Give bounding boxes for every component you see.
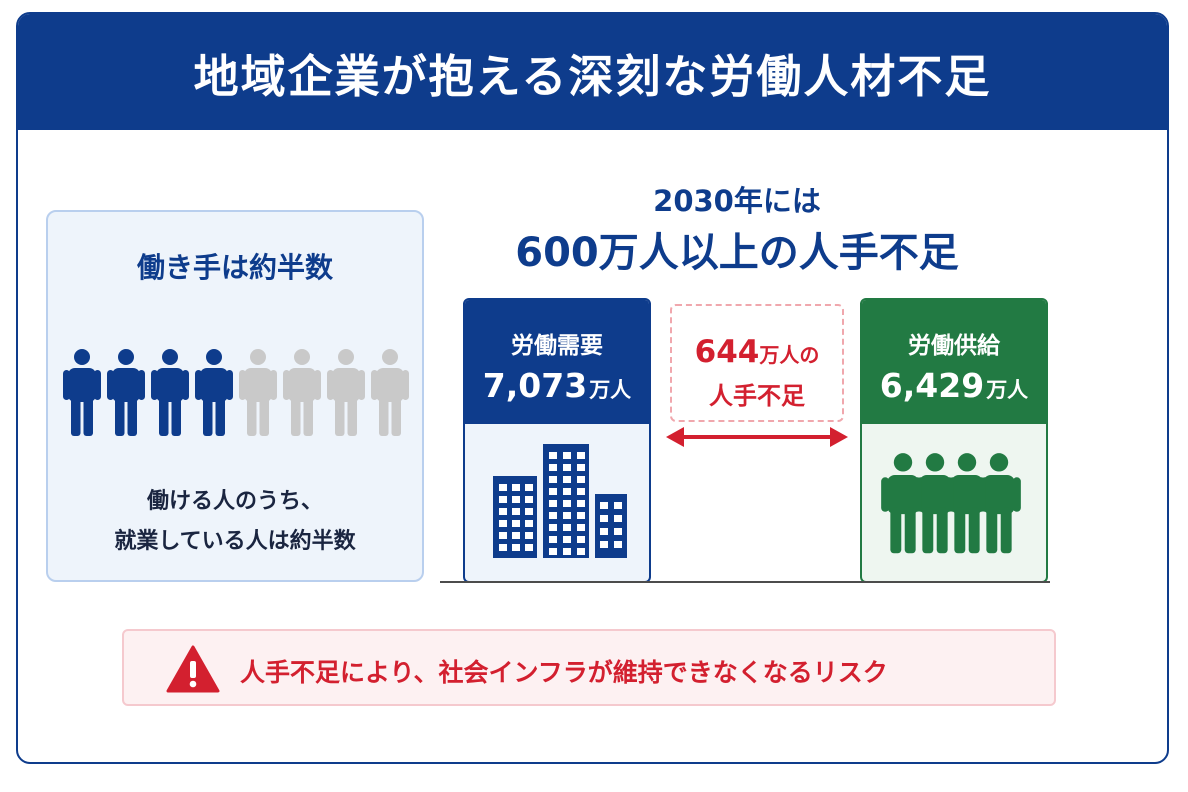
building-icon bbox=[493, 444, 627, 558]
person-not-working-icon bbox=[371, 349, 409, 436]
double-arrow-icon bbox=[666, 427, 848, 447]
forecast-year: 2030年には bbox=[653, 184, 821, 218]
chart-baseline bbox=[440, 581, 1050, 583]
infographic-card: 地域企業が抱える深刻な労働人材不足 働き手は約半数 働ける人のうち、 就業してい… bbox=[16, 12, 1169, 764]
labor-demand-header: 労働需要 7,073万人 bbox=[465, 300, 649, 424]
labor-supply-header: 労働供給 6,429万人 bbox=[862, 300, 1046, 424]
shortage-text: 人手不足 bbox=[709, 382, 805, 410]
person-not-working-icon bbox=[327, 349, 365, 436]
labor-supply-label: 労働供給 bbox=[908, 333, 1000, 359]
forecast-headline: 600万人以上の人手不足 bbox=[515, 230, 959, 276]
labor-supply-value: 6,429万人 bbox=[862, 366, 1046, 405]
labor-demand-label: 労働需要 bbox=[511, 333, 603, 359]
person-working-icon bbox=[195, 349, 233, 436]
labor-demand-unit: 万人 bbox=[589, 378, 632, 402]
shortage-gap-box: 644万人の 人手不足 bbox=[670, 304, 844, 422]
shortage-unit: 万人の bbox=[759, 343, 820, 367]
labor-demand-number: 7,073 bbox=[482, 366, 588, 405]
shortage-number: 644 bbox=[694, 334, 760, 370]
person-not-working-icon bbox=[283, 349, 321, 436]
labor-supply-number: 6,429 bbox=[879, 366, 985, 405]
labor-demand-value: 7,073万人 bbox=[465, 366, 649, 405]
person-not-working-icon bbox=[239, 349, 277, 436]
shortage-value: 644万人の bbox=[672, 334, 842, 370]
workforce-panel: 働き手は約半数 働ける人のうち、 就業している人は約半数 bbox=[46, 210, 424, 582]
labor-demand-box: 労働需要 7,073万人 bbox=[463, 298, 651, 583]
workforce-caption: 働ける人のうち、 就業している人は約半数 bbox=[48, 482, 422, 562]
warning-icon bbox=[166, 645, 220, 693]
people-group-icon bbox=[881, 453, 1021, 554]
workforce-title: 働き手は約半数 bbox=[136, 251, 333, 284]
person-working-icon bbox=[151, 349, 189, 436]
risk-text: 人手不足により、社会インフラが維持できなくなるリスク bbox=[240, 658, 888, 687]
workforce-people-row bbox=[62, 348, 410, 438]
person-working-icon bbox=[107, 349, 145, 436]
person-working-icon bbox=[63, 349, 101, 436]
page-title: 地域企業が抱える深刻な労働人材不足 bbox=[18, 14, 1167, 130]
person-supply-icon bbox=[977, 453, 1021, 554]
labor-supply-unit: 万人 bbox=[986, 378, 1029, 402]
workforce-caption-line2: 就業している人は約半数 bbox=[114, 529, 356, 554]
person-supply-icon bbox=[913, 453, 957, 554]
workforce-caption-line1: 働ける人のうち、 bbox=[146, 489, 323, 514]
labor-supply-box: 労働供給 6,429万人 bbox=[860, 298, 1048, 583]
risk-banner: 人手不足により、社会インフラが維持できなくなるリスク bbox=[122, 629, 1056, 706]
